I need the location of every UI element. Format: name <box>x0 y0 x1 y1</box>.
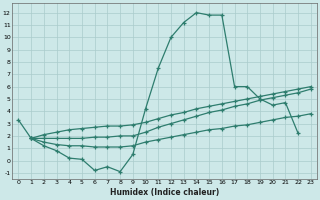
X-axis label: Humidex (Indice chaleur): Humidex (Indice chaleur) <box>110 188 219 197</box>
